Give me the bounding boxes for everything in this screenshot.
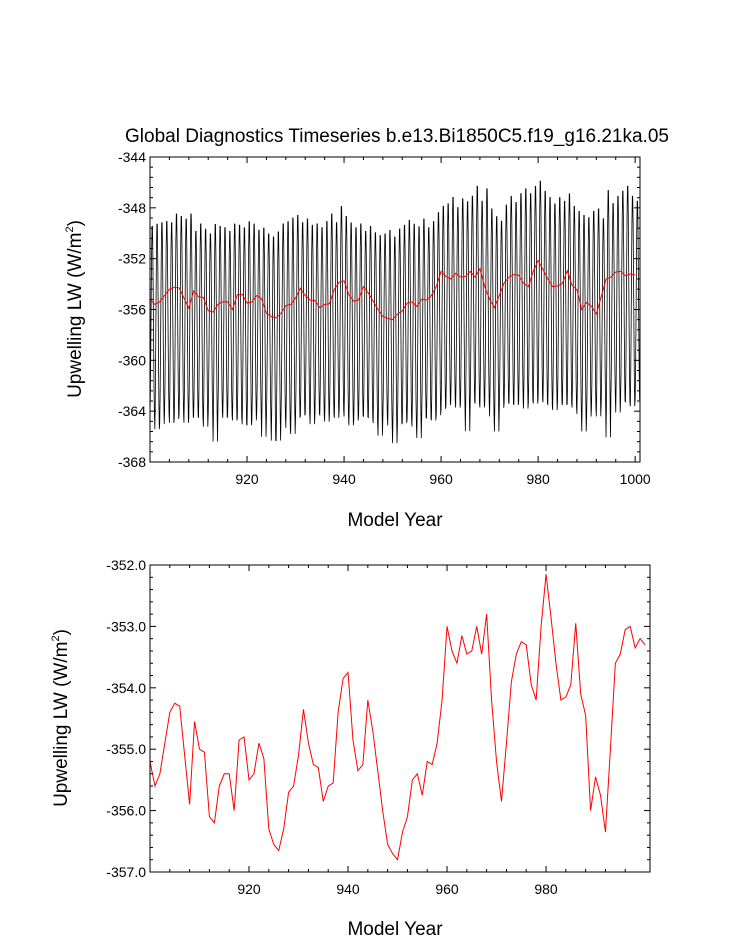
bottom-y-tick-label: -352.0: [106, 557, 146, 573]
bottom-chart-series: [149, 574, 646, 861]
bottom-x-tick-label: 980: [534, 881, 558, 897]
top-x-tick-label: 1000: [620, 471, 651, 487]
bottom-annual-mean-series-line: [149, 574, 646, 861]
top-y-tick-label: -352: [118, 251, 146, 267]
bottom-chart-panel: 920 940 960 980 -357.0 -356.0 -355.0 -354.0 -353…: [50, 557, 651, 940]
top-y-tick-label: -344: [118, 149, 146, 165]
top-y-tick-label: -364: [118, 403, 146, 419]
bottom-y-tick-label: -356.0: [106, 803, 146, 819]
top-x-tick-label: 960: [429, 471, 453, 487]
top-x-tick-label: 980: [526, 471, 550, 487]
top-annual-mean-series-line: [149, 259, 636, 321]
bottom-plot-frame: [149, 564, 651, 873]
bottom-y-axis-label-end: ): [51, 629, 72, 635]
top-monthly-series-line: [149, 180, 640, 444]
bottom-x-tick-label: 940: [336, 881, 360, 897]
top-chart-panel: Global Diagnostics Timeseries b.e13.Bi18…: [64, 126, 669, 531]
bottom-y-axis-label: Upwelling LW (W/m2): [50, 629, 72, 807]
top-y-axis-label-end: ): [65, 220, 86, 226]
bottom-y-tick-label: -355.0: [106, 741, 146, 757]
bottom-x-tick-label: 960: [435, 881, 459, 897]
bottom-y-tick-label: -357.0: [106, 864, 146, 880]
top-y-tick-label: -368: [118, 454, 146, 470]
top-chart-ticks: 920 940 960 980 1000 -368 -364 -360 -356 -352 -348…: [118, 149, 651, 487]
chart-title: Global Diagnostics Timeseries b.e13.Bi18…: [125, 126, 669, 147]
bottom-y-axis-label-main: Upwelling LW (W/m: [51, 642, 72, 807]
top-x-axis-label: Model Year: [347, 510, 443, 531]
top-x-tick-label: 920: [235, 471, 259, 487]
top-y-axis-label-sup: 2: [64, 226, 76, 232]
bottom-chart-ticks: 920 940 960 980 -357.0 -356.0 -355.0 -354.0 -353…: [106, 557, 650, 897]
top-y-tick-label: -356: [118, 302, 146, 318]
bottom-y-tick-label: -354.0: [106, 680, 146, 696]
bottom-y-tick-label: -353.0: [106, 618, 146, 634]
top-chart-series: [149, 180, 640, 444]
top-y-axis-label: Upwelling LW (W/m2): [64, 220, 86, 398]
top-y-tick-label: -348: [118, 200, 146, 216]
bottom-y-axis-label-sup: 2: [50, 635, 62, 641]
top-y-axis-label-main: Upwelling LW (W/m: [65, 233, 86, 398]
bottom-x-tick-label: 920: [237, 881, 261, 897]
top-y-tick-label: -360: [118, 352, 146, 368]
top-x-tick-label: 940: [332, 471, 356, 487]
bottom-x-axis-label: Model Year: [347, 919, 443, 940]
